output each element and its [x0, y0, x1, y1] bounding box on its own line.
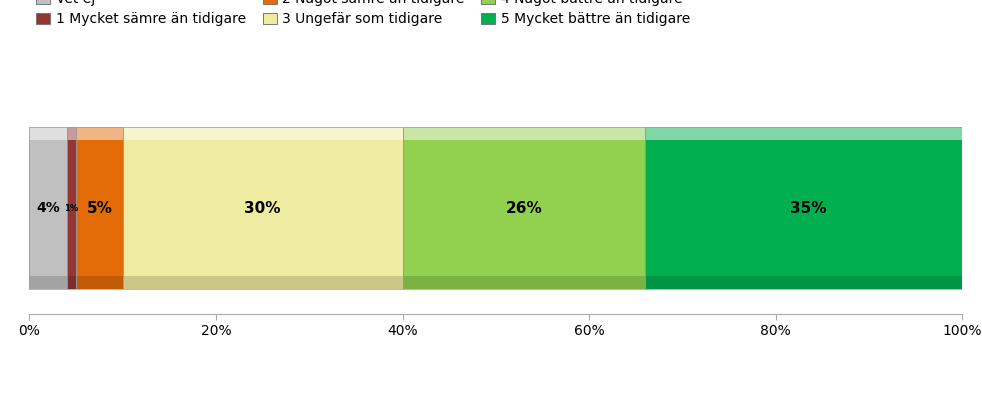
Polygon shape — [67, 127, 77, 140]
Polygon shape — [123, 127, 403, 289]
Polygon shape — [29, 276, 67, 289]
Polygon shape — [67, 276, 77, 289]
Polygon shape — [645, 276, 971, 289]
Legend: Vet ej, 1 Mycket sämre än tidigare, 2 Något sämre än tidigare, 3 Ungefär som tid: Vet ej, 1 Mycket sämre än tidigare, 2 Nå… — [36, 0, 689, 26]
Polygon shape — [645, 127, 971, 289]
Text: 26%: 26% — [506, 201, 542, 216]
Text: 5%: 5% — [86, 201, 112, 216]
Polygon shape — [645, 127, 971, 140]
Polygon shape — [123, 276, 403, 289]
Text: 1%: 1% — [64, 204, 79, 213]
Polygon shape — [29, 127, 67, 140]
Text: 35%: 35% — [791, 201, 827, 216]
Polygon shape — [77, 127, 123, 140]
Polygon shape — [77, 276, 123, 289]
Polygon shape — [403, 127, 645, 289]
Polygon shape — [67, 127, 77, 289]
Polygon shape — [123, 127, 403, 140]
Text: 4%: 4% — [36, 201, 60, 215]
Polygon shape — [29, 127, 67, 289]
Polygon shape — [403, 127, 645, 140]
Text: 30%: 30% — [245, 201, 281, 216]
Polygon shape — [403, 276, 645, 289]
Polygon shape — [77, 127, 123, 289]
